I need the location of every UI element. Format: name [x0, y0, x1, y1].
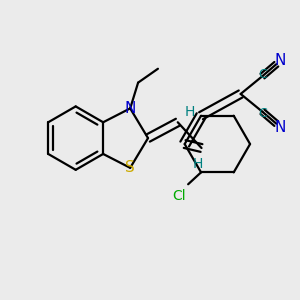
Text: N: N — [274, 120, 286, 135]
Text: H: H — [192, 157, 203, 171]
Text: S: S — [125, 160, 135, 175]
Text: N: N — [124, 101, 136, 116]
Text: Cl: Cl — [172, 189, 186, 203]
Text: C: C — [258, 107, 267, 120]
Text: H: H — [184, 105, 195, 119]
Text: C: C — [258, 68, 267, 81]
Text: N: N — [274, 53, 286, 68]
